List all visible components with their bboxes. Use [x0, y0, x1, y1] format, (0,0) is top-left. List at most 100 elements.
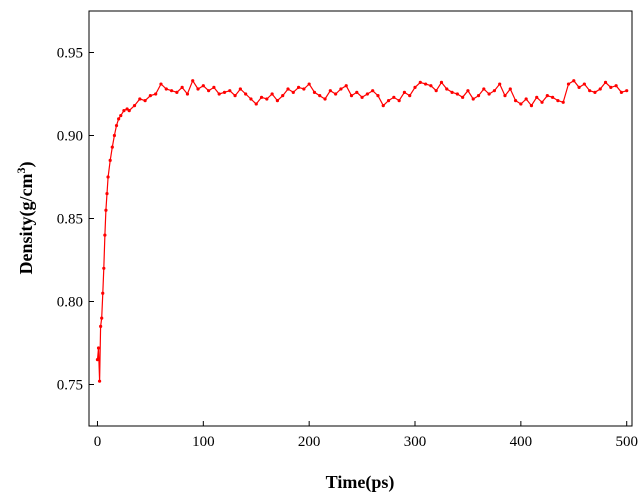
- data-point: [513, 99, 518, 103]
- data-point: [392, 95, 396, 99]
- data-point: [466, 89, 470, 93]
- data-point: [566, 82, 571, 86]
- data-point: [127, 109, 131, 113]
- data-point: [159, 82, 163, 86]
- data-point: [376, 94, 380, 98]
- y-tick-label: 0.95: [57, 46, 83, 62]
- data-point: [254, 102, 258, 106]
- data-point: [402, 90, 407, 94]
- data-point: [561, 100, 565, 104]
- series-layer: [95, 79, 629, 383]
- data-point: [408, 94, 412, 98]
- x-tick-label: 100: [192, 434, 215, 450]
- y-tick-label: 0.80: [57, 295, 83, 311]
- data-point: [217, 92, 221, 96]
- y-tick-label: 0.90: [57, 129, 83, 145]
- data-point: [164, 87, 168, 91]
- data-point: [572, 79, 576, 83]
- data-point: [603, 80, 608, 84]
- data-point: [476, 94, 481, 98]
- data-point: [110, 145, 114, 149]
- data-point: [556, 99, 560, 103]
- data-point: [286, 87, 290, 91]
- data-point: [535, 95, 539, 99]
- data-point: [551, 95, 555, 99]
- data-point: [212, 85, 216, 89]
- data-point: [371, 89, 375, 93]
- data-point: [487, 92, 491, 96]
- y-axis-title: Density(g/cm3): [14, 162, 37, 275]
- data-point: [434, 89, 438, 93]
- density-series-line: [96, 79, 627, 382]
- data-point: [344, 84, 348, 88]
- data-point: [154, 92, 158, 96]
- data-point: [233, 94, 237, 98]
- x-tick-label: 0: [94, 434, 102, 450]
- data-point: [148, 94, 152, 98]
- data-point: [259, 95, 264, 99]
- data-point: [281, 94, 285, 98]
- data-point: [593, 90, 597, 94]
- data-point: [291, 90, 295, 94]
- data-point: [132, 104, 137, 108]
- y-tick-label: 0.85: [57, 212, 83, 228]
- data-point: [201, 84, 205, 88]
- data-point: [119, 113, 123, 118]
- data-point: [180, 85, 184, 89]
- x-axis-title: Time(ps): [326, 472, 395, 493]
- x-tick-label: 400: [510, 434, 533, 450]
- data-point: [381, 104, 385, 108]
- data-point: [625, 89, 629, 93]
- data-point: [228, 89, 232, 93]
- data-point: [471, 97, 475, 101]
- data-point: [122, 109, 126, 113]
- data-point: [365, 92, 369, 96]
- data-point: [492, 89, 496, 93]
- data-point: [191, 79, 195, 83]
- data-point: [360, 95, 364, 99]
- data-point: [275, 99, 280, 103]
- data-point: [349, 94, 354, 98]
- data-point: [185, 92, 190, 96]
- data-point: [445, 87, 449, 91]
- data-point: [318, 94, 322, 98]
- data-point: [418, 80, 422, 84]
- data-point: [508, 87, 512, 91]
- data-point: [450, 90, 454, 94]
- data-point: [519, 102, 523, 106]
- data-point: [302, 87, 306, 91]
- data-point: [386, 99, 391, 103]
- data-point: [112, 133, 117, 138]
- x-tick-label: 200: [298, 434, 321, 450]
- data-point: [95, 358, 100, 362]
- data-point: [323, 97, 327, 101]
- x-axis-ticks: 0 100 200 300 400 500: [94, 421, 638, 450]
- data-point: [609, 85, 613, 89]
- data-point: [582, 82, 586, 86]
- plot-frame: [88, 10, 633, 427]
- data-point: [598, 87, 602, 91]
- data-point: [328, 89, 332, 93]
- data-point: [100, 316, 104, 320]
- data-point: [482, 87, 486, 91]
- data-point: [270, 92, 274, 96]
- data-point: [103, 233, 107, 237]
- data-point: [175, 90, 179, 94]
- data-point: [355, 90, 359, 94]
- data-point: [334, 92, 338, 96]
- data-point: [339, 87, 343, 91]
- data-point: [429, 84, 433, 88]
- data-point: [265, 97, 269, 101]
- data-point: [397, 99, 401, 103]
- data-point: [545, 94, 549, 98]
- data-point: [413, 85, 417, 89]
- data-point: [143, 99, 147, 103]
- x-tick-label: 500: [615, 434, 638, 450]
- y-axis-title-close: ): [16, 162, 37, 168]
- data-point: [238, 87, 242, 91]
- data-point: [529, 104, 534, 108]
- data-point: [540, 100, 544, 104]
- data-point: [105, 192, 109, 196]
- data-point: [117, 117, 121, 121]
